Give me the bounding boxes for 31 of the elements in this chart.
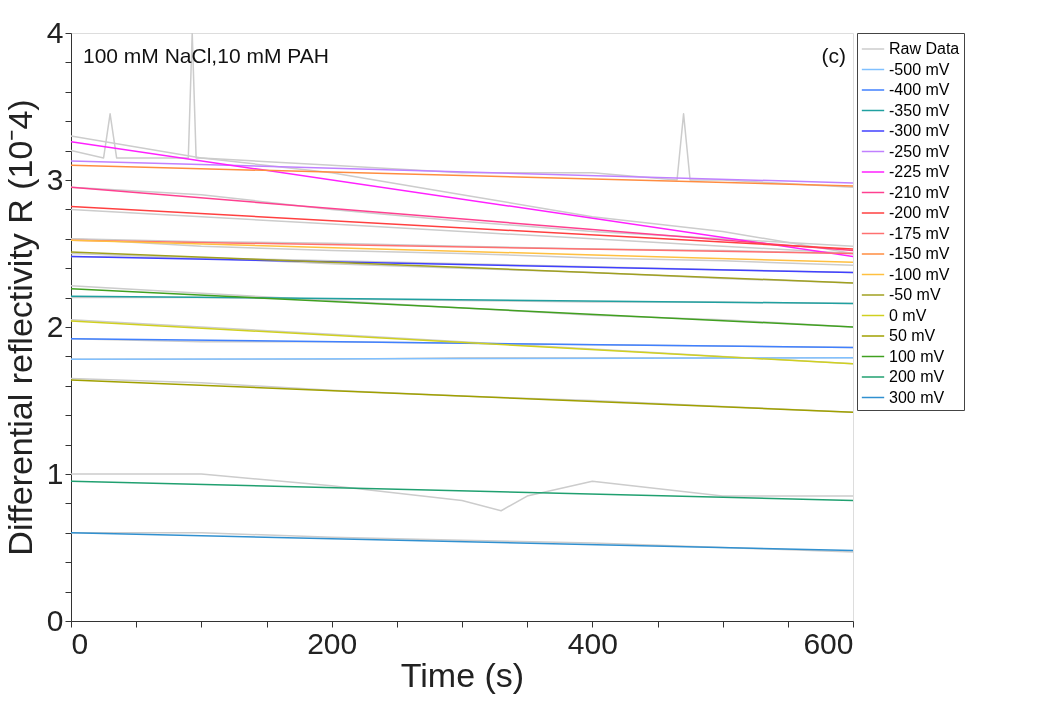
legend-label: Raw Data (889, 40, 960, 57)
legend-label: -50 mV (889, 286, 941, 303)
legend-label: -150 mV (889, 245, 950, 262)
x-tick-label: 400 (567, 626, 618, 660)
legend-label: -175 mV (889, 224, 950, 242)
legend-label: 100 mV (889, 347, 945, 365)
legend-label: 300 mV (889, 388, 945, 406)
x-axis-title: Time (s) (400, 655, 525, 694)
annotation: (c) (821, 44, 846, 67)
legend-label: -300 mV (889, 122, 950, 139)
legend-label: -100 mV (889, 265, 950, 283)
legend-label: 0 mV (889, 306, 927, 324)
legend-label: -200 mV (889, 204, 950, 221)
legend-label: -500 mV (889, 60, 950, 78)
x-tick-label: 0 (71, 626, 89, 660)
legend-label: 50 mV (889, 327, 936, 344)
x-tick-label: 200 (307, 626, 358, 660)
y-tick-label: 3 (46, 162, 64, 196)
legend-label: -225 mV (889, 163, 950, 180)
y-axis-title: Differential reflectivity R (10⁻4) (0, 99, 39, 556)
y-tick-label: 4 (46, 15, 64, 49)
annotation: 100 mM NaCl,10 mM PAH (83, 44, 329, 67)
y-tick-label: 0 (46, 603, 64, 637)
legend-label: -400 mV (889, 81, 950, 98)
legend-label: -210 mV (889, 183, 950, 201)
legend-label: 200 mV (889, 368, 945, 385)
legend-label: -350 mV (889, 101, 950, 119)
y-tick-label: 2 (46, 309, 64, 343)
y-tick-label: 1 (46, 456, 64, 490)
legend-label: -250 mV (889, 142, 950, 160)
x-tick-label: 600 (803, 626, 854, 660)
